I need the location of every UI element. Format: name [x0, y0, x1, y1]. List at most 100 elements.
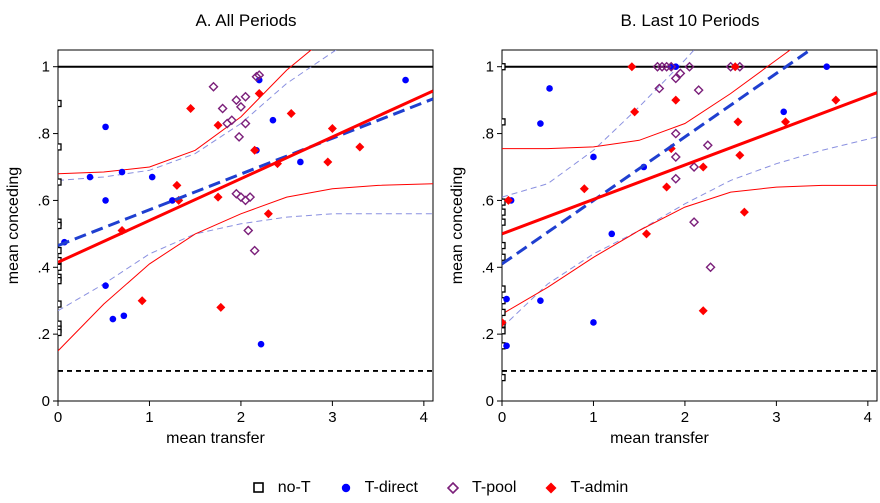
point-t-admin: [327, 124, 337, 134]
point-t-admin: [286, 109, 296, 119]
legend-item-t-admin: T-admin: [544, 479, 628, 497]
point-t-admin: [216, 302, 226, 312]
ci-lower-t-admin: [58, 183, 433, 352]
point-t-admin: [502, 317, 507, 327]
point-t-direct: [503, 342, 510, 350]
fit-line-t-admin: [502, 91, 877, 236]
plot-area: [58, 50, 433, 372]
point-no-t: [502, 198, 506, 206]
point-t-direct: [255, 76, 263, 84]
point-t-pool: [675, 68, 686, 79]
point-t-pool: [670, 151, 681, 162]
ci-lower-t-direct: [58, 213, 433, 312]
charts-svg: A. All Periods 0 .2 .4 .6 .8 1 0 1 2 3 4 mean transf…: [5, 11, 878, 447]
point-t-admin: [355, 142, 365, 152]
point-t-pool: [226, 115, 237, 126]
plot-area: [502, 50, 877, 382]
point-t-direct: [402, 76, 409, 84]
point-no-t: [58, 300, 62, 308]
point-t-direct: [118, 168, 126, 176]
point-no-t: [502, 63, 506, 71]
point-no-t: [58, 263, 62, 271]
point-t-direct: [780, 108, 788, 116]
point-no-t: [502, 118, 506, 126]
point-no-t: [58, 246, 62, 255]
y-tick-label: 0: [42, 393, 50, 410]
point-t-direct: [297, 158, 304, 166]
point-t-pool: [231, 188, 242, 199]
x-tick-label: 4: [864, 409, 872, 426]
x-tick-label: 0: [54, 409, 62, 426]
y-tick-label: .8: [481, 126, 494, 143]
fit-line-t-admin: [58, 89, 433, 264]
plot-frame: [501, 49, 878, 402]
point-t-pool: [208, 81, 219, 92]
point-t-admin: [263, 209, 273, 219]
point-no-t: [502, 253, 506, 261]
point-no-t: [502, 327, 506, 335]
point-t-direct: [120, 312, 128, 320]
plot-frame: [57, 49, 434, 402]
y-tick-label: .4: [37, 259, 50, 276]
point-no-t: [502, 218, 506, 226]
point-t-direct: [537, 120, 544, 127]
point-t-pool: [240, 91, 251, 102]
point-t-pool: [702, 140, 713, 151]
point-t-admin: [642, 229, 652, 239]
point-no-t: [502, 285, 506, 293]
ci-lower-t-admin: [502, 184, 877, 315]
point-t-direct: [590, 153, 597, 161]
legend-marker-t-admin: [545, 482, 557, 494]
point-t-admin: [662, 182, 672, 192]
point-t-direct: [148, 173, 156, 181]
point-no-t: [58, 143, 62, 151]
point-t-pool: [705, 262, 716, 273]
fit-line-t-direct: [502, 50, 813, 266]
legend-label-t-pool: T-pool: [471, 479, 517, 496]
x-axis-label: mean transfer: [166, 430, 265, 447]
point-no-t: [58, 277, 62, 285]
point-t-direct: [257, 340, 265, 348]
chart-a: A. All Periods 0 .2 .4 .6 .8 1 0 1 2 3 4 mean transf…: [5, 11, 434, 447]
point-t-pool: [254, 70, 265, 81]
legend-item-no-t: no-T: [252, 479, 311, 497]
point-no-t: [58, 320, 62, 328]
point-t-direct: [503, 295, 510, 303]
point-t-admin: [323, 157, 333, 167]
ci-upper-t-direct: [58, 50, 337, 181]
y-tick-label: .6: [37, 192, 50, 209]
point-no-t: [58, 178, 62, 186]
point-t-pool: [251, 71, 262, 82]
point-t-direct: [608, 230, 616, 238]
point-no-t: [502, 373, 506, 382]
chart-title: A. All Periods: [195, 11, 296, 30]
x-tick-label: 4: [420, 409, 428, 426]
legend-item-t-pool: T-pool: [446, 479, 516, 497]
y-axis-label: mean conceding: [449, 167, 466, 284]
point-t-pool: [235, 101, 246, 112]
point-t-direct: [537, 297, 544, 305]
point-t-pool: [670, 73, 681, 84]
point-t-direct: [269, 116, 277, 124]
point-t-admin: [630, 107, 640, 117]
point-t-admin: [503, 195, 513, 205]
y-tick-label: .2: [481, 326, 494, 343]
point-t-direct: [109, 315, 117, 323]
point-t-admin: [579, 184, 589, 194]
point-no-t: [502, 208, 506, 216]
point-t-direct: [823, 63, 830, 71]
point-no-t: [58, 328, 62, 337]
ci-upper-t-admin: [58, 50, 312, 175]
point-t-admin: [627, 62, 637, 72]
legend: no-T T-direct T-pool T-admin: [0, 476, 880, 500]
point-t-pool: [234, 131, 245, 142]
point-t-pool: [684, 61, 695, 72]
point-t-pool: [217, 103, 228, 114]
x-tick-label: 0: [498, 409, 506, 426]
point-t-direct: [169, 197, 176, 204]
fit-line-t-direct: [58, 97, 433, 247]
legend-marker-no-t: [252, 482, 264, 493]
point-t-pool: [670, 173, 681, 184]
y-tick-label: 0: [486, 393, 494, 410]
x-tick-label: 1: [589, 409, 597, 426]
